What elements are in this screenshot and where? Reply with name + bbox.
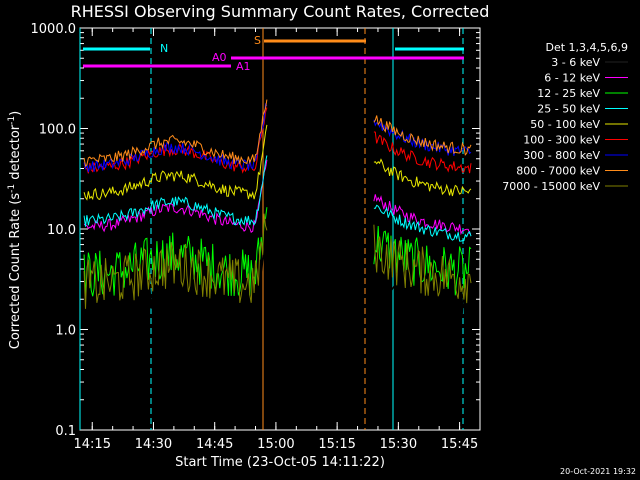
x-tick-label: 14:45: [196, 437, 233, 452]
x-tick-label: 15:00: [257, 437, 294, 452]
y-axis-label: Corrected Count Rate (s-1 detector-1): [7, 111, 23, 349]
flag-label: S: [254, 34, 261, 47]
x-tick-label: 14:15: [74, 437, 111, 452]
x-axis-label: Start Time (23-Oct-05 14:11:22): [175, 455, 385, 470]
flag-label: N: [160, 42, 168, 55]
x-tick-label: 15:30: [380, 437, 417, 452]
legend-label: 3 - 6 keV: [551, 56, 600, 69]
legend-label: 7000 - 15000 keV: [502, 180, 600, 193]
series-line: [83, 230, 268, 328]
y-tick-label: 0.1: [55, 424, 76, 439]
series-line: [373, 224, 472, 304]
y-tick-label: 100.0: [39, 123, 76, 138]
series-line: [83, 102, 268, 173]
x-tick-label: 15:45: [441, 437, 478, 452]
legend-label: 100 - 300 keV: [523, 134, 600, 147]
y-tick-label: 1.0: [55, 324, 76, 339]
legend: 3 - 6 keV 6 - 12 keV 12 - 25 keV 25 - 50 ke…: [502, 56, 628, 193]
series-line: [83, 207, 268, 297]
legend-label: 800 - 7000 keV: [516, 165, 600, 178]
x-tick-label: 15:15: [318, 437, 355, 452]
timestamp: 20-Oct-2021 19:32: [560, 467, 636, 476]
legend-label: 50 - 100 keV: [530, 118, 600, 131]
legend-label: 300 - 800 keV: [523, 149, 600, 162]
series-line: [83, 124, 268, 201]
series-line: [373, 131, 472, 174]
chart-title: RHESSI Observing Summary Count Rates, Co…: [71, 2, 490, 21]
x-tick-label: 14:30: [135, 437, 172, 452]
series-line: [83, 99, 268, 168]
series-line: [373, 158, 472, 197]
series-line: [83, 213, 268, 309]
y-tick-label: 10.0: [47, 223, 76, 238]
legend-label: 12 - 25 keV: [537, 87, 600, 100]
flag-label: A0: [212, 51, 227, 64]
series-lines: [83, 99, 472, 328]
flag-label: A1: [236, 60, 251, 73]
series-line: [373, 115, 472, 156]
series-line: [83, 159, 268, 234]
axes: 14:15 14:30 14:45 15:00 15:15 15:30 15:45 0.1 1.…: [31, 22, 481, 452]
legend-title: Det 1,3,4,5,6,9: [545, 41, 628, 54]
series-line: [373, 204, 472, 242]
y-tick-label: 1000.0: [31, 22, 77, 37]
legend-label: 25 - 50 keV: [537, 103, 600, 116]
flag-bars: N S A0 A1: [79, 28, 464, 430]
series-line: [373, 119, 472, 156]
legend-label: 6 - 12 keV: [544, 72, 600, 85]
series-line: [83, 155, 268, 227]
series-line: [373, 194, 472, 236]
